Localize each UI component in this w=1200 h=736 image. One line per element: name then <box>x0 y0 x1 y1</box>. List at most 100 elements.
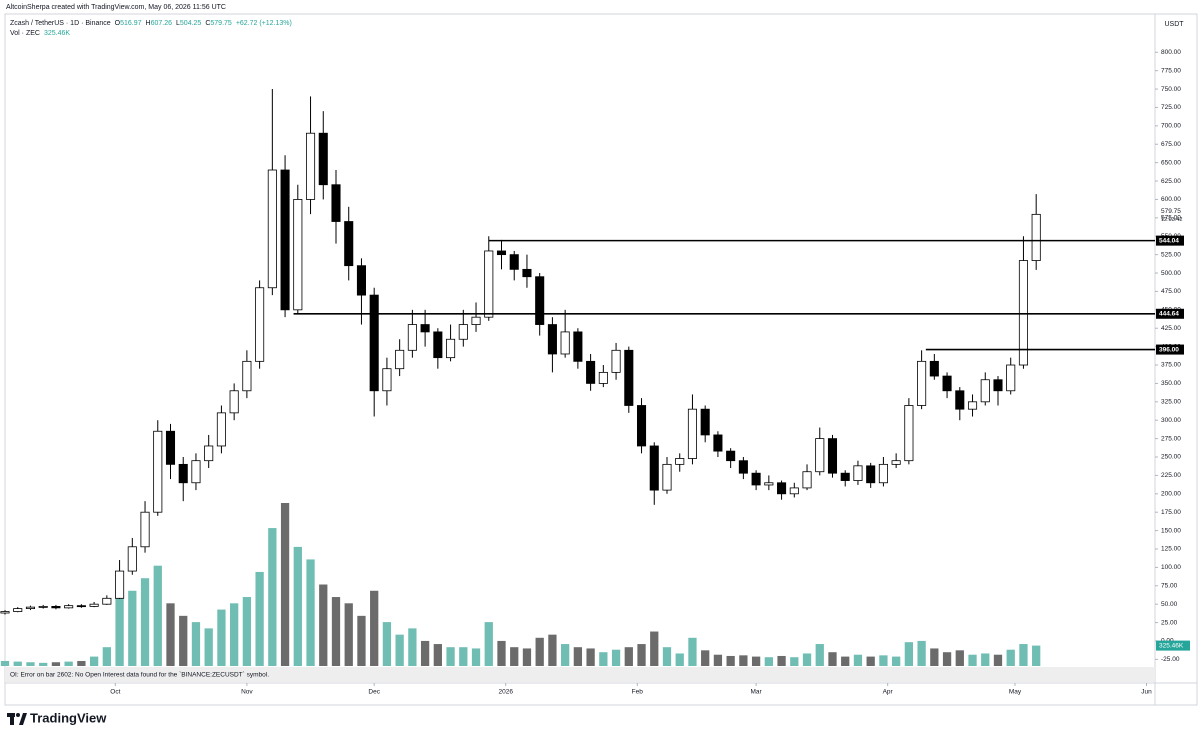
volume-bar <box>357 615 366 666</box>
volume-bar <box>726 655 735 666</box>
brand: TradingView <box>30 710 107 725</box>
volume-bar <box>319 584 328 666</box>
volume-bar <box>140 578 150 666</box>
volume-bar <box>866 656 875 666</box>
candle-body <box>191 460 201 484</box>
candle-body <box>229 390 239 414</box>
candle-body <box>1031 213 1041 261</box>
volume-bar <box>790 657 799 666</box>
volume-tag <box>1156 640 1190 651</box>
candle-body <box>675 458 685 465</box>
volume-bar <box>433 644 442 666</box>
logo-mark <box>10 713 14 725</box>
candle-body <box>726 450 736 462</box>
volume-bar <box>306 559 315 666</box>
volume-bar <box>293 546 302 666</box>
volume-bar <box>650 631 659 666</box>
change: +62.72 (+12.13%) <box>236 20 292 27</box>
y-tick-label: 375.00 <box>1161 362 1181 369</box>
volume-bar <box>955 650 964 666</box>
candle-body <box>204 445 214 462</box>
volume-bar <box>51 662 61 666</box>
volume-bar <box>230 603 239 666</box>
candle-body <box>815 438 825 473</box>
candle-body <box>395 349 405 370</box>
volume-bar <box>166 603 175 666</box>
x-tick-label: 2026 <box>499 689 514 696</box>
candle-body <box>929 360 939 377</box>
candle-body <box>140 511 150 548</box>
volume-bar <box>153 565 162 666</box>
volume-bar <box>77 660 86 666</box>
volume-bar <box>484 622 493 666</box>
candle-body <box>777 482 787 495</box>
volume-bar <box>510 647 519 666</box>
x-tick-label: Jun <box>1141 689 1152 696</box>
volume-bar <box>497 640 506 666</box>
volume-bar <box>841 656 850 666</box>
candle-body <box>713 434 723 452</box>
volume-title: Vol · ZEC <box>10 30 40 37</box>
candle-body <box>687 408 697 459</box>
volume-bar <box>561 644 570 666</box>
candle-body <box>216 412 226 447</box>
volume-bar <box>993 654 1003 666</box>
candle-body <box>433 331 443 359</box>
volume-bar <box>242 597 252 666</box>
volume-bar <box>446 647 455 666</box>
volume-tag-label: 325.46K <box>1159 642 1184 649</box>
volume-bar <box>89 656 99 666</box>
candle-body <box>496 250 507 256</box>
volume-bar <box>892 656 901 666</box>
y-tick-label: 775.00 <box>1161 67 1181 74</box>
candle-body <box>535 276 545 325</box>
volume-bar <box>459 647 468 666</box>
candle-body <box>369 294 379 392</box>
candle-body <box>1018 260 1028 366</box>
candle-body <box>917 360 927 406</box>
volume-bar <box>853 654 863 666</box>
y-tick-label: 125.00 <box>1161 546 1181 553</box>
x-tick-label: Feb <box>632 689 644 696</box>
ohlc-value: 516.97 <box>120 20 142 27</box>
level-tag <box>1156 344 1184 355</box>
volume-bar <box>13 661 22 666</box>
candle-body <box>866 465 876 484</box>
candle-body <box>25 606 35 610</box>
candle-body <box>64 605 74 609</box>
volume-bar <box>408 628 417 666</box>
y-tick-label: 475.00 <box>1161 288 1181 295</box>
chart-frame <box>4 13 1198 706</box>
ohlc-prefix: L <box>176 20 180 27</box>
candle-body <box>738 460 748 474</box>
x-tick-label: Mar <box>751 689 763 696</box>
x-tick-label: Nov <box>241 689 253 696</box>
volume-bar <box>255 571 264 666</box>
candle-body <box>153 430 163 513</box>
volume-bar <box>268 528 277 666</box>
y-tick-label: 750.00 <box>1161 86 1181 93</box>
y-tick-label: 75.00 <box>1161 583 1178 590</box>
volume-bar <box>280 503 290 666</box>
candle-body <box>955 390 965 410</box>
candle-body <box>102 597 112 605</box>
volume-bar <box>522 648 532 666</box>
volume-bar <box>930 648 939 666</box>
candle-body <box>446 338 456 359</box>
volume-bar <box>64 661 73 666</box>
volume-bar <box>624 647 633 666</box>
ohlc-value: 607.26 <box>151 20 173 27</box>
candle-body <box>89 603 99 607</box>
candle-body <box>471 316 481 325</box>
candle-body <box>255 287 265 362</box>
volume-bar <box>370 590 379 666</box>
volume-bar <box>471 648 481 666</box>
ohlc-prefix: H <box>146 20 151 27</box>
candle-body <box>904 405 914 462</box>
x-tick-label: Dec <box>368 689 380 696</box>
volume-bar <box>115 571 124 666</box>
candle-body <box>0 611 10 614</box>
volume-bar <box>777 655 786 666</box>
candle-body <box>802 471 812 489</box>
volume-bar <box>637 644 646 666</box>
